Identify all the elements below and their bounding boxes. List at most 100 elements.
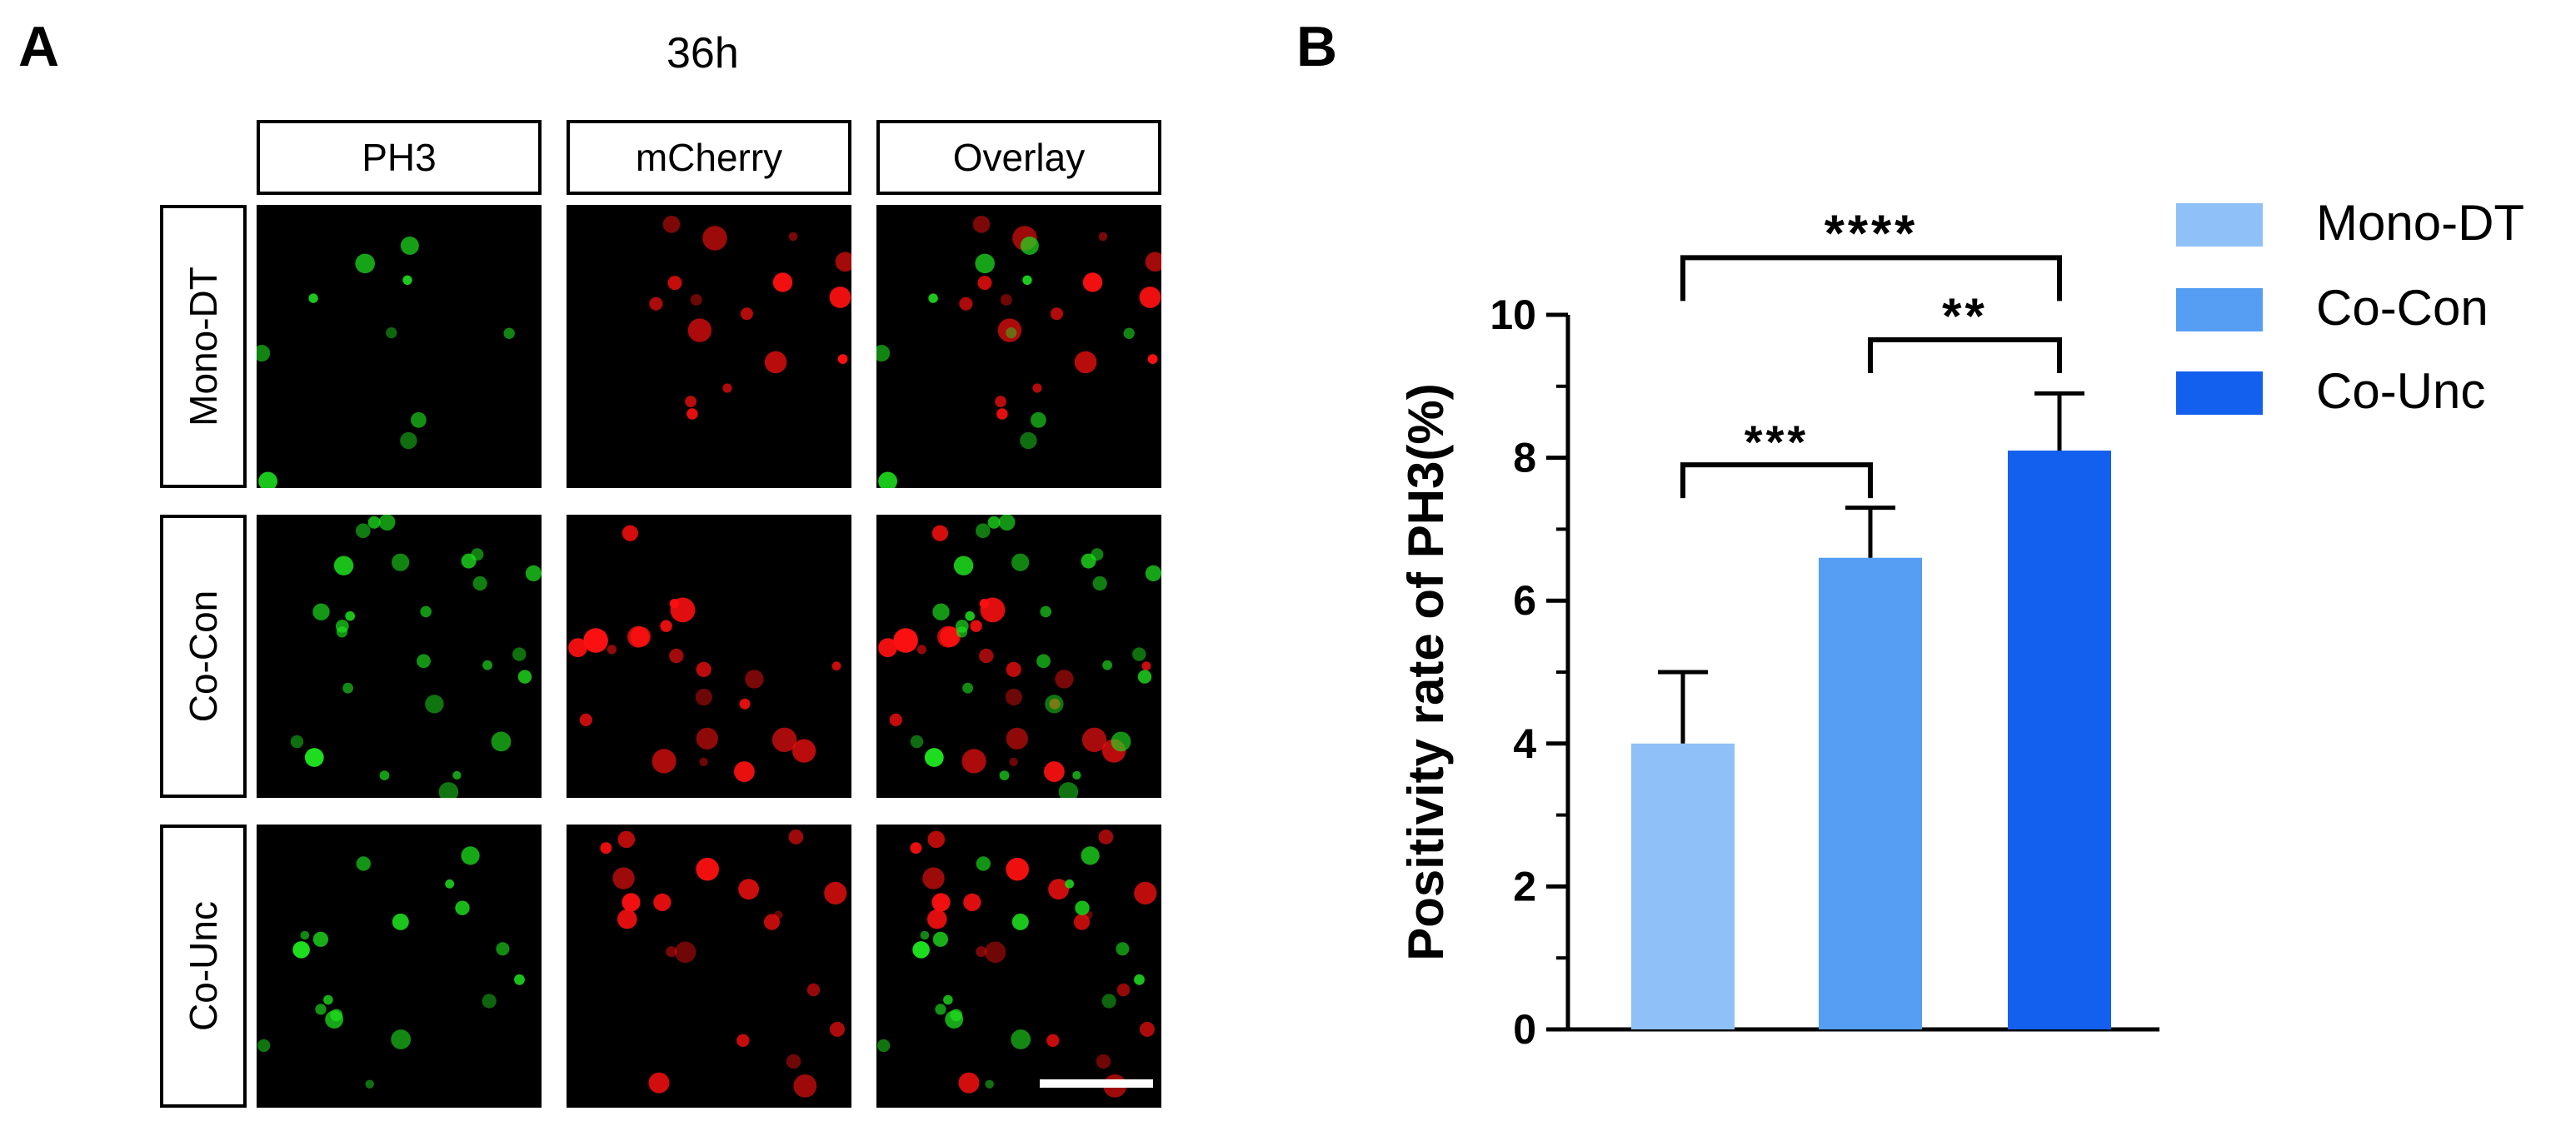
ph3-positive-cell <box>1072 770 1081 780</box>
ph3-positive-cell <box>935 1004 946 1015</box>
micrograph-co-unc-overlay <box>876 825 1161 1108</box>
column-header-mcherry: mCherry <box>567 120 851 195</box>
ph3-positive-cell <box>461 553 477 569</box>
micrograph-mono-dt-ph3 <box>257 205 542 488</box>
legend-swatch-co-unc <box>2176 371 2263 415</box>
row-header-mono-dt: Mono-DT <box>160 205 247 488</box>
green-cells-svg <box>257 237 515 488</box>
mcherry-cell <box>927 830 946 849</box>
mcherry-cell <box>583 628 608 653</box>
mcherry-cell <box>702 226 727 251</box>
ph3-positive-cell <box>955 620 969 633</box>
ph3-positive-cell <box>482 660 492 670</box>
ph3-positive-cell <box>1101 994 1116 1009</box>
y-tick-label: 6 <box>1513 577 1536 624</box>
mcherry-cell <box>997 318 1022 342</box>
mcherry-cell <box>1074 351 1097 374</box>
mcherry-cell <box>972 216 991 233</box>
mcherry-cell <box>651 749 676 774</box>
mcherry-cell <box>736 1034 750 1047</box>
ph3-positive-cell <box>932 603 950 620</box>
mcherry-cell <box>979 648 994 664</box>
mcherry-cell <box>1147 354 1158 364</box>
micrograph-co-unc-ph3 <box>257 825 542 1108</box>
ph3-positive-cell <box>258 471 277 488</box>
ph3-positive-cell <box>290 735 304 749</box>
column-header-overlay: Overlay <box>876 120 1161 195</box>
ph3-positive-cell <box>975 253 995 274</box>
overlay-cells-svg <box>876 830 1157 1098</box>
ph3-positive-cell <box>461 846 480 865</box>
column-header-ph3: PH3 <box>257 120 542 195</box>
ph3-positive-cell <box>345 610 355 621</box>
green-cells-svg <box>257 846 525 1089</box>
mcherry-cell <box>922 867 945 889</box>
mcherry-cell <box>666 946 677 958</box>
ph3-positive-cell <box>1031 411 1046 428</box>
mcherry-cell <box>607 645 617 655</box>
micrograph-mono-dt-overlay <box>876 205 1161 488</box>
mcherry-cell <box>1096 1054 1111 1069</box>
mcherry-cell <box>837 354 848 364</box>
ph3-positive-cell <box>312 603 330 620</box>
ph3-positive-cell <box>411 411 427 428</box>
ph3-positive-cell <box>355 253 375 274</box>
ph3-positive-cell <box>517 670 532 684</box>
ph3-positive-cell <box>420 605 432 618</box>
ph3-positive-cell <box>1075 900 1090 915</box>
ph3-positive-cell <box>987 516 1001 529</box>
mcherry-cell <box>995 396 1006 407</box>
overlay-cells-svg <box>878 515 1161 798</box>
mcherry-cell <box>792 739 816 763</box>
mcherry-cell <box>1073 914 1091 930</box>
ph3-positive-cell <box>330 1009 343 1022</box>
mcherry-cell <box>829 286 851 308</box>
ph3-positive-cell <box>1116 942 1130 956</box>
mcherry-cell <box>1046 1034 1060 1047</box>
ph3-positive-cell <box>950 1009 963 1022</box>
ph3-positive-cell <box>962 682 973 694</box>
significance-bracket <box>1868 337 2062 374</box>
ph3-positive-cell <box>1058 782 1079 798</box>
bar-mono-dt <box>1631 743 1735 1029</box>
mcherry-cell <box>660 620 672 632</box>
ph3-positive-cell <box>496 942 510 956</box>
ph3-positive-cell <box>1134 974 1145 985</box>
ph3-positive-cell <box>333 556 354 575</box>
micrograph-co-con-ph3 <box>257 515 542 798</box>
mcherry-cell <box>977 276 992 291</box>
ph3-positive-cell <box>985 1079 994 1089</box>
mcherry-cell <box>1098 830 1114 845</box>
mcherry-cell <box>653 893 671 911</box>
mcherry-cell <box>649 296 663 311</box>
ph3-positive-cell <box>257 345 271 362</box>
ph3-positive-cell <box>392 553 410 571</box>
mcherry-cell <box>764 351 787 374</box>
mcherry-cell <box>1032 383 1042 393</box>
mcherry-cell <box>667 276 682 291</box>
mcherry-cell <box>1006 727 1028 750</box>
ph3-positive-cell <box>976 523 991 539</box>
chart-legend: Mono-DT Co-Con Co-Unc <box>2176 195 2524 419</box>
mcherry-cell <box>617 909 637 929</box>
mcherry-cell <box>878 638 897 658</box>
mcherry-cell <box>979 599 990 609</box>
significance-bracket <box>1680 462 1873 499</box>
time-label: 36h <box>666 29 739 77</box>
mcherry-cell <box>1006 857 1029 881</box>
ph3-positive-cell <box>976 856 991 871</box>
micrograph-co-con-overlay <box>876 515 1161 798</box>
mcherry-cell <box>788 830 804 845</box>
mcherry-cell <box>1009 757 1018 766</box>
significance-label: *** <box>1745 416 1809 468</box>
mcherry-cell <box>612 867 635 889</box>
micrograph-mono-dt-mcherry <box>567 205 851 488</box>
mcherry-cell <box>685 396 696 407</box>
ph3-positive-cell <box>1022 275 1032 285</box>
ph3-positive-cell <box>365 1079 374 1089</box>
ph3-positive-cell <box>512 647 527 661</box>
mcherry-cell <box>916 645 926 655</box>
mcherry-cell <box>835 252 851 272</box>
significance-brackets: ********* <box>1680 205 2062 499</box>
mcherry-cell <box>1005 688 1022 706</box>
